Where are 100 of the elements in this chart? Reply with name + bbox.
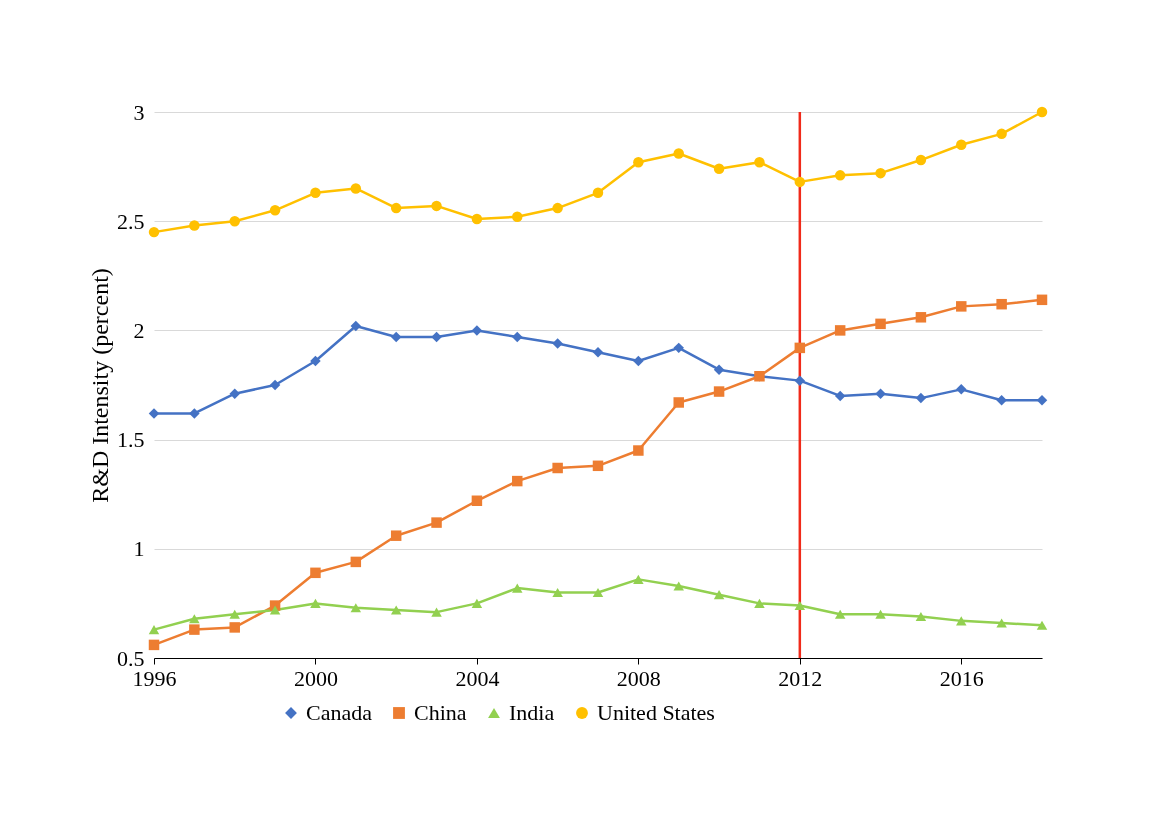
point (552, 462, 563, 474)
point (310, 567, 321, 579)
point (1036, 294, 1048, 306)
point (592, 347, 604, 358)
point (431, 331, 442, 343)
point (552, 202, 563, 214)
point (956, 384, 967, 395)
point (512, 475, 523, 487)
point (875, 609, 886, 619)
point (633, 574, 644, 584)
point (592, 187, 604, 199)
point (834, 390, 846, 402)
point (471, 495, 483, 506)
point (310, 355, 321, 367)
point (189, 614, 200, 624)
y-axis-title: R&D Intensity (percent) (87, 268, 113, 503)
point (310, 187, 321, 199)
point (1036, 395, 1048, 406)
point (350, 320, 362, 332)
point (1036, 620, 1048, 630)
point (431, 607, 442, 617)
x-tick-label: 2016 (939, 665, 984, 691)
point (390, 605, 402, 615)
point (834, 609, 846, 619)
point (713, 386, 725, 397)
point (834, 170, 846, 181)
x-tick-label: 2008 (616, 665, 661, 691)
x-tick-label: 2000 (293, 665, 338, 691)
point (552, 338, 563, 349)
point (148, 226, 160, 238)
y-tick-label: 1 (133, 536, 145, 562)
point (996, 298, 1007, 310)
point (794, 342, 806, 354)
point (794, 375, 806, 386)
point (350, 603, 362, 613)
point (552, 587, 563, 598)
point (229, 215, 240, 227)
point (471, 325, 483, 336)
point (350, 556, 362, 568)
point (229, 388, 240, 399)
point (794, 601, 806, 611)
point (754, 598, 765, 608)
point (148, 639, 160, 651)
point (834, 325, 846, 336)
point (875, 318, 886, 330)
point (713, 590, 725, 600)
point (713, 163, 725, 175)
y-tick-label: 3 (133, 99, 145, 125)
point (148, 408, 160, 419)
point (512, 211, 523, 223)
point (431, 200, 442, 212)
point (189, 408, 200, 419)
x-tick-label: 2004 (455, 665, 500, 691)
point (310, 598, 321, 608)
point (229, 622, 240, 633)
point (269, 605, 281, 615)
point (673, 148, 684, 159)
point (915, 611, 927, 622)
point (269, 205, 281, 216)
point (512, 583, 523, 593)
point (633, 355, 644, 367)
point (390, 202, 402, 214)
y-tick-label: 1.5 (117, 427, 145, 453)
point (996, 618, 1007, 628)
point (471, 213, 483, 225)
point (229, 609, 240, 619)
point (996, 395, 1007, 406)
point (269, 379, 281, 391)
point (189, 624, 200, 635)
point (956, 301, 967, 312)
point (189, 220, 200, 231)
legend-label: Canada (306, 700, 373, 725)
point (794, 176, 806, 188)
y-tick-label: 2 (133, 317, 145, 343)
point (875, 388, 886, 399)
point (996, 128, 1007, 140)
point (915, 392, 927, 404)
y-tick-label: 2.5 (117, 208, 145, 234)
point (673, 342, 684, 354)
point (915, 312, 927, 323)
point (592, 460, 604, 472)
point (390, 331, 402, 343)
point (431, 517, 442, 528)
point (956, 616, 967, 626)
x-tick-label: 2012 (778, 665, 823, 691)
point (956, 139, 967, 150)
point (633, 157, 644, 168)
legend-label: India (509, 700, 555, 725)
point (1036, 106, 1048, 118)
point (673, 397, 684, 408)
point (915, 154, 927, 166)
point (592, 587, 604, 598)
legend-label: China (414, 700, 467, 725)
point (673, 581, 684, 591)
point (471, 598, 483, 608)
point (390, 530, 402, 541)
point (754, 157, 765, 168)
point (148, 625, 160, 635)
point (875, 167, 886, 179)
point (512, 331, 523, 343)
